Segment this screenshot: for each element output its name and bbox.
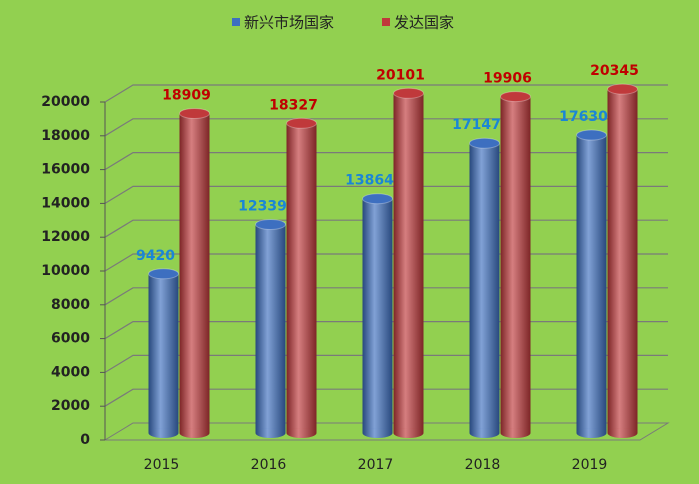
bar-shade <box>255 224 286 433</box>
legend-label: 新兴市场国家 <box>244 14 334 32</box>
legend-label: 发达国家 <box>394 14 454 32</box>
value-label: 18909 <box>162 87 211 103</box>
bar-top <box>500 91 531 103</box>
bar-bottom-shade <box>607 428 638 438</box>
value-label: 20345 <box>590 63 639 79</box>
value-label: 18327 <box>269 97 318 113</box>
value-label: 9420 <box>136 248 175 264</box>
bar-bottom-shade <box>393 428 424 438</box>
bar-shade <box>607 89 638 434</box>
value-label: 17630 <box>559 109 608 125</box>
value-label: 13864 <box>345 173 394 189</box>
x-tick-label: 2017 <box>358 457 394 473</box>
value-label: 17147 <box>452 117 501 133</box>
x-tick-label: 2016 <box>251 457 287 473</box>
bar-top <box>179 107 210 119</box>
bar-bottom-shade <box>286 428 317 438</box>
bar-shade <box>148 273 179 433</box>
legend-swatch <box>382 18 390 26</box>
bar-top <box>607 83 638 95</box>
value-label: 20101 <box>376 67 425 83</box>
x-tick-label: 2015 <box>144 457 180 473</box>
bar-bottom-shade <box>255 428 286 438</box>
y-tick-label: 20000 <box>41 94 90 110</box>
bar-top <box>576 129 607 141</box>
y-tick-label: 10000 <box>41 263 90 279</box>
bar-top <box>393 87 424 99</box>
bar-bottom-shade <box>469 428 500 438</box>
bar-shade <box>469 143 500 433</box>
y-tick-label: 12000 <box>41 229 90 245</box>
bar-top <box>148 268 179 280</box>
bar-shade <box>576 135 607 434</box>
bar-top <box>362 193 393 205</box>
bar-shade <box>393 93 424 434</box>
bar-shade <box>179 113 210 433</box>
y-tick-label: 0 <box>80 432 90 448</box>
bar-bottom-shade <box>179 428 210 438</box>
grid-line <box>104 84 668 103</box>
bar-bottom-shade <box>500 428 531 438</box>
y-tick-label: 14000 <box>41 195 90 211</box>
grid-line <box>104 118 668 137</box>
bar-shade <box>362 198 393 433</box>
x-tick-label: 2018 <box>465 457 501 473</box>
y-tick-label: 4000 <box>51 364 90 380</box>
bar-shade <box>286 123 317 434</box>
legend-swatch <box>232 18 240 26</box>
y-tick-label: 2000 <box>51 398 90 414</box>
bar-bottom-shade <box>576 428 607 438</box>
y-tick-label: 6000 <box>51 331 90 347</box>
bar-top <box>255 218 286 230</box>
y-tick-label: 18000 <box>41 128 90 144</box>
bar-shade <box>500 96 531 434</box>
bar-bottom-shade <box>148 428 179 438</box>
bar-top <box>286 117 317 129</box>
value-label: 12339 <box>238 198 287 214</box>
x-tick-label: 2019 <box>572 457 608 473</box>
value-label: 19906 <box>483 71 532 87</box>
bar-bottom-shade <box>362 428 393 438</box>
y-tick-label: 16000 <box>41 162 90 178</box>
bar-top <box>469 137 500 149</box>
y-tick-label: 8000 <box>51 297 90 313</box>
